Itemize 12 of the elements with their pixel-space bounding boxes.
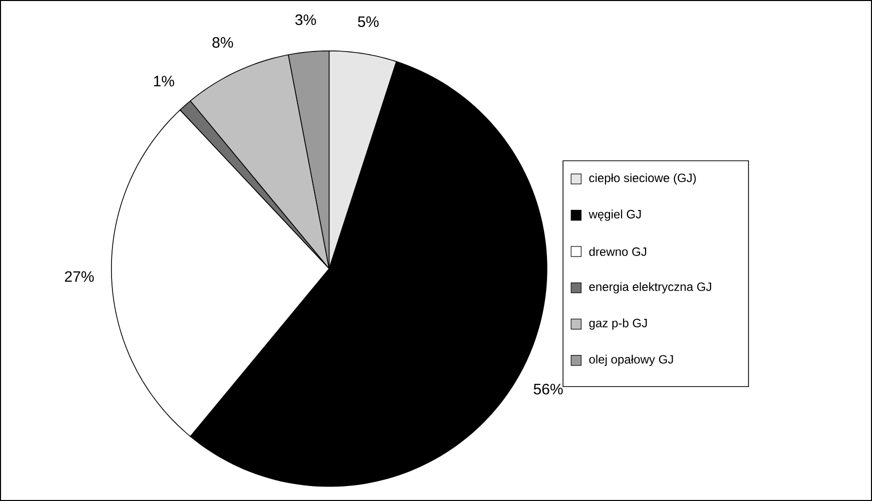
data-label: 1% xyxy=(154,76,174,86)
legend-label: olej opałowy GJ xyxy=(589,354,673,366)
data-label: 3% xyxy=(295,14,316,26)
data-label: 5% xyxy=(358,16,379,28)
data-label: 56% xyxy=(534,384,563,394)
legend-label: energia elektryczna GJ xyxy=(589,282,712,294)
data-label: 8% xyxy=(212,37,234,48)
legend-label: gaz p-b GJ xyxy=(589,318,647,330)
legend-label: drewno GJ xyxy=(589,247,646,256)
data-label: 27% xyxy=(64,271,94,282)
legend-label: węgiel GJ xyxy=(588,210,641,221)
legend-label: ciepło sieciowe (GJ) xyxy=(589,173,696,185)
